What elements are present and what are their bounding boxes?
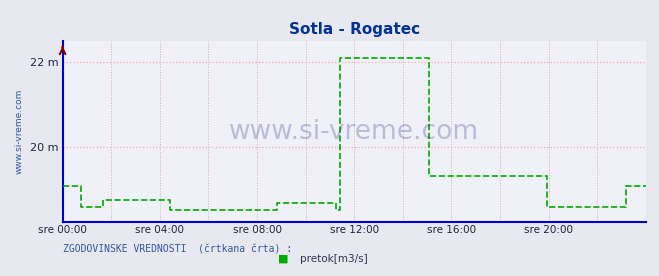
Text: ■: ■: [278, 254, 289, 264]
Text: ZGODOVINSKE VREDNOSTI  (črtkana črta) :: ZGODOVINSKE VREDNOSTI (črtkana črta) :: [63, 244, 292, 254]
Text: www.si-vreme.com: www.si-vreme.com: [14, 89, 23, 174]
Text: www.si-vreme.com: www.si-vreme.com: [229, 119, 479, 145]
Title: Sotla - Rogatec: Sotla - Rogatec: [289, 22, 420, 38]
Text: pretok[m3/s]: pretok[m3/s]: [300, 254, 368, 264]
